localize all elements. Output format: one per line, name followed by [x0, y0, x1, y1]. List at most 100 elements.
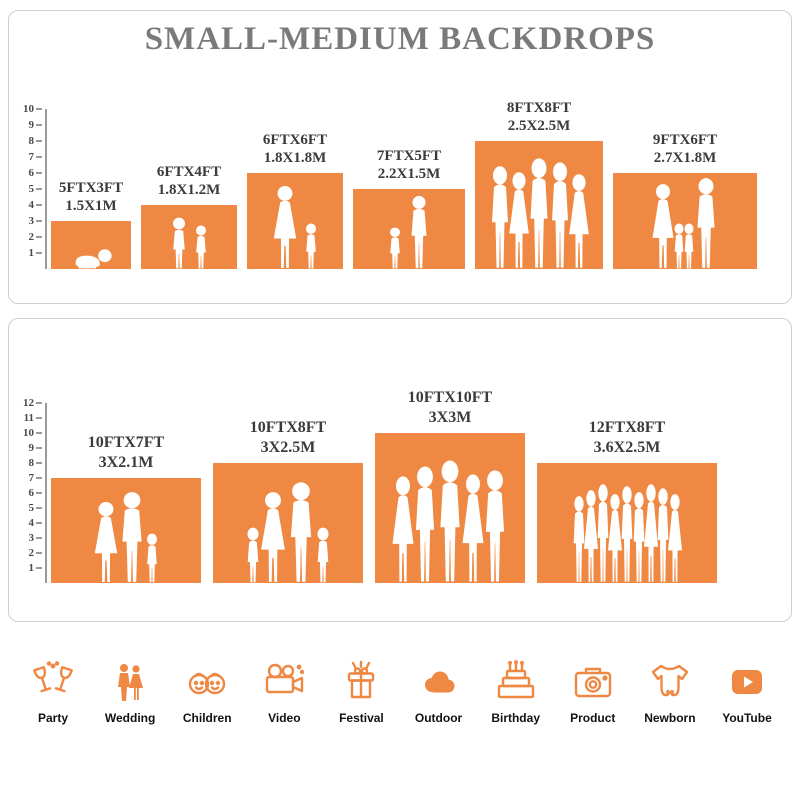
backdrop-bar — [51, 221, 131, 269]
ruler-tick: 6 — [29, 168, 43, 179]
backdrop-item-10x7: 10FTX7FT 3X2.1M — [51, 433, 201, 583]
category-row: Party Wedding Children Video — [24, 660, 776, 725]
category-label: Video — [268, 711, 301, 725]
backdrop-item-7x5: 7FTX5FT 2.2X1.5M — [353, 147, 465, 269]
backdrop-item-12x8: 12FTX8FT 3.6X2.5M — [537, 418, 717, 583]
backdrop-item-8x8: 8FTX8FT 2.5X2.5M — [475, 99, 603, 269]
silhouette-child — [196, 225, 206, 269]
silhouette-woman — [569, 174, 589, 268]
backdrop-item-5x3: 5FTX3FT 1.5X1M — [51, 179, 131, 269]
category-wedding: Wedding — [101, 660, 159, 725]
silhouette-woman — [273, 186, 297, 268]
category-label: Festival — [339, 711, 384, 725]
size-m: 3.6X2.5M — [593, 439, 661, 456]
ruler-tick: 5 — [29, 503, 43, 514]
size-m: 1.8X1.2M — [157, 182, 221, 199]
backdrop-item-6x6: 6FTX6FT 1.8X1.8M — [247, 131, 343, 269]
bar-size-label: 10FTX10FT 3X3M — [408, 388, 492, 428]
size-ft: 12FTX8FT — [588, 419, 666, 436]
backdrop-bar — [613, 173, 757, 269]
category-party: Party — [24, 660, 82, 725]
bar-size-label: 9FTX6FT 2.7X1.8M — [653, 131, 717, 169]
category-product: Product — [564, 660, 622, 725]
silhouette-child — [306, 223, 316, 269]
ruler-tick: 10 — [23, 428, 42, 439]
children-icon — [189, 672, 226, 695]
silhouette-baby — [75, 249, 112, 269]
bar-size-label: 5FTX3FT 1.5X1M — [59, 179, 123, 217]
ruler-tick: 5 — [29, 184, 43, 195]
bar-size-label: 6FTX4FT 1.8X1.2M — [157, 163, 221, 201]
outdoor-icon — [424, 671, 455, 693]
ruler-tick: 6 — [29, 488, 43, 499]
backdrop-bar — [213, 463, 363, 583]
backdrop-chart-medium: 10FTX7FT 3X2.1M 10FTX8FT 3X2.5M — [51, 388, 717, 583]
category-newborn: Newborn — [641, 660, 699, 725]
size-ft: 10FTX10FT — [407, 389, 493, 406]
size-ft: 8FTX8FT — [506, 99, 572, 116]
silhouette-child — [147, 533, 157, 583]
size-ft: 6FTX4FT — [156, 163, 222, 180]
silhouette-man — [411, 195, 427, 269]
category-video: Video — [255, 660, 313, 725]
ruler-feet: 1 2 3 4 5 6 7 8 9 10 11 12 — [19, 398, 47, 583]
ruler-tick: 8 — [29, 136, 43, 147]
silhouette-child — [317, 527, 329, 583]
backdrop-item-9x6: 9FTX6FT 2.7X1.8M — [613, 131, 757, 269]
size-ft: 9FTX6FT — [652, 131, 718, 148]
backdrop-bar — [51, 478, 201, 583]
category-birthday: Birthday — [487, 660, 545, 725]
category-label: Product — [570, 711, 616, 725]
category-outdoor: Outdoor — [410, 660, 468, 725]
wedding-icon — [118, 664, 144, 701]
category-label: Children — [182, 711, 232, 725]
backdrop-bar — [375, 433, 525, 583]
ruler-tick: 3 — [29, 216, 43, 227]
bar-size-label: 12FTX8FT 3.6X2.5M — [589, 418, 665, 458]
ruler-tick: 9 — [29, 443, 43, 454]
size-m: 3X3M — [428, 409, 472, 426]
size-ft: 6FTX6FT — [262, 131, 328, 148]
size-m: 1.8X1.8M — [263, 150, 327, 167]
silhouette-woman — [668, 494, 682, 582]
ruler-tick: 4 — [29, 518, 43, 529]
backdrop-item-6x4: 6FTX4FT 1.8X1.2M — [141, 163, 237, 269]
bar-size-label: 8FTX8FT 2.5X2.5M — [507, 99, 571, 137]
ruler-tick: 7 — [29, 473, 43, 484]
backdrop-item-10x10: 10FTX10FT 3X3M — [375, 388, 525, 583]
bar-size-label: 7FTX5FT 2.2X1.5M — [377, 147, 441, 185]
backdrop-bar — [353, 189, 465, 269]
page-title: SMALL-MEDIUM BACKDROPS — [144, 21, 656, 57]
silhouette-child — [173, 217, 185, 269]
ruler-tick: 2 — [29, 548, 43, 559]
ruler-tick: 1 — [29, 563, 43, 574]
ruler-tick: 1 — [29, 248, 43, 259]
bar-size-label: 6FTX6FT 1.8X1.8M — [263, 131, 327, 169]
ruler-feet: 1 2 3 4 5 6 7 8 9 10 — [19, 104, 47, 269]
backdrop-bar — [537, 463, 717, 583]
ruler-tick: 8 — [29, 458, 43, 469]
backdrop-item-10x8: 10FTX8FT 3X2.5M — [213, 418, 363, 583]
category-label: YouTube — [722, 711, 772, 725]
birthday-icon — [497, 660, 534, 699]
silhouette-man — [485, 470, 505, 582]
category-youtube: YouTube — [718, 660, 776, 725]
size-ft: 10FTX8FT — [249, 419, 327, 436]
ruler-tick: 11 — [24, 413, 42, 424]
panel-medium-sizes: 1 2 3 4 5 6 7 8 9 10 11 12 10FTX7FT 3X2.… — [8, 318, 792, 622]
backdrop-chart-small: 5FTX3FT 1.5X1M 6FTX4FT 1.8X1.2M 6FTX6FT … — [51, 99, 757, 269]
category-label: Birthday — [491, 711, 540, 725]
panel-small-sizes: SMALL-MEDIUM BACKDROPS 1 2 3 4 5 6 7 8 9… — [8, 10, 792, 304]
size-m: 2.5X2.5M — [507, 118, 571, 135]
backdrop-bar — [141, 205, 237, 269]
backdrop-bar — [247, 173, 343, 269]
size-ft: 7FTX5FT — [376, 147, 442, 164]
ruler-tick: 2 — [29, 232, 43, 243]
category-label: Party — [37, 711, 69, 725]
ruler-tick: 3 — [29, 533, 43, 544]
product-icon — [574, 667, 611, 698]
newborn-icon — [651, 664, 689, 697]
category-festival: Festival — [332, 660, 390, 725]
size-m: 3X2.5M — [260, 439, 316, 456]
ruler-tick: 12 — [23, 398, 42, 409]
